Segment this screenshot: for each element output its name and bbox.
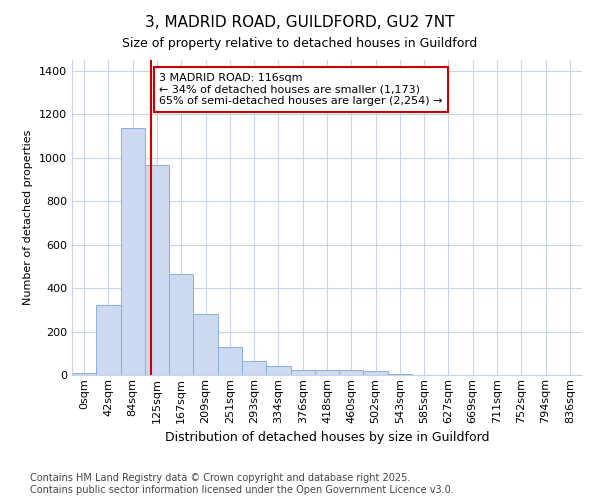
Bar: [96, 306, 121, 375]
Bar: [193, 314, 218, 375]
Bar: [145, 166, 169, 375]
Bar: [242, 361, 266, 375]
Bar: [218, 347, 242, 375]
Bar: [364, 371, 388, 375]
Bar: [169, 274, 193, 375]
Text: 3 MADRID ROAD: 116sqm
← 34% of detached houses are smaller (1,173)
65% of semi-d: 3 MADRID ROAD: 116sqm ← 34% of detached …: [160, 73, 443, 106]
Bar: [388, 374, 412, 375]
Text: Size of property relative to detached houses in Guildford: Size of property relative to detached ho…: [122, 38, 478, 51]
Text: 3, MADRID ROAD, GUILDFORD, GU2 7NT: 3, MADRID ROAD, GUILDFORD, GU2 7NT: [145, 15, 455, 30]
Bar: [290, 370, 315, 375]
Y-axis label: Number of detached properties: Number of detached properties: [23, 130, 34, 305]
Bar: [121, 128, 145, 375]
Bar: [315, 370, 339, 375]
Bar: [266, 366, 290, 375]
X-axis label: Distribution of detached houses by size in Guildford: Distribution of detached houses by size …: [165, 431, 489, 444]
Text: Contains HM Land Registry data © Crown copyright and database right 2025.
Contai: Contains HM Land Registry data © Crown c…: [30, 474, 454, 495]
Bar: [339, 370, 364, 375]
Bar: [72, 373, 96, 375]
